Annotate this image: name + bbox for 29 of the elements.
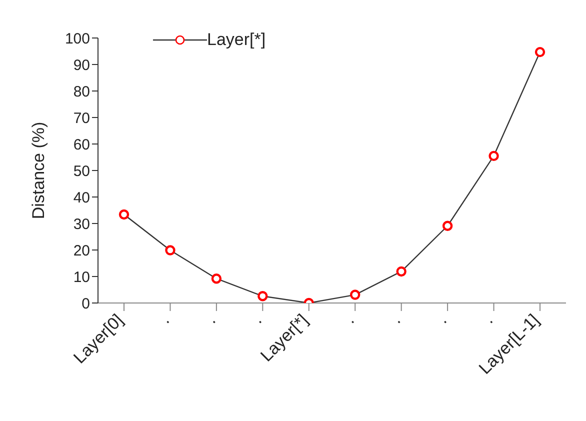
y-tick-label: 60 — [73, 136, 90, 154]
x-tick-label: . — [387, 310, 404, 328]
point — [350, 290, 360, 300]
y-tick-label: 70 — [73, 110, 90, 127]
x-tick-label: . — [248, 310, 266, 328]
point — [211, 274, 222, 284]
y-axis-title: Distance (%) — [29, 122, 48, 220]
y-tick-label: 0 — [82, 295, 90, 312]
y-tick-label: 10 — [73, 268, 90, 286]
point — [258, 291, 268, 302]
point — [534, 46, 546, 58]
x-tick-label: . — [156, 310, 174, 328]
point — [488, 150, 499, 162]
y-tick-label: 50 — [73, 162, 90, 180]
point — [118, 209, 130, 220]
x-tick-label: . — [434, 310, 450, 328]
point — [165, 245, 176, 256]
y-tick-label: 20 — [73, 242, 90, 260]
point — [396, 266, 406, 277]
point — [442, 220, 453, 231]
y-tick-label: 30 — [73, 216, 90, 233]
x-tick-label: . — [202, 310, 220, 328]
y-tick-label: 90 — [73, 56, 90, 74]
y-tick-label: 80 — [73, 83, 90, 100]
legend-label: Layer[*] — [207, 30, 266, 50]
x-tick-label: . — [341, 310, 358, 328]
y-tick-label: 40 — [73, 189, 90, 206]
x-tick-label: . — [480, 310, 497, 328]
y-tick-label: 100 — [64, 30, 90, 48]
